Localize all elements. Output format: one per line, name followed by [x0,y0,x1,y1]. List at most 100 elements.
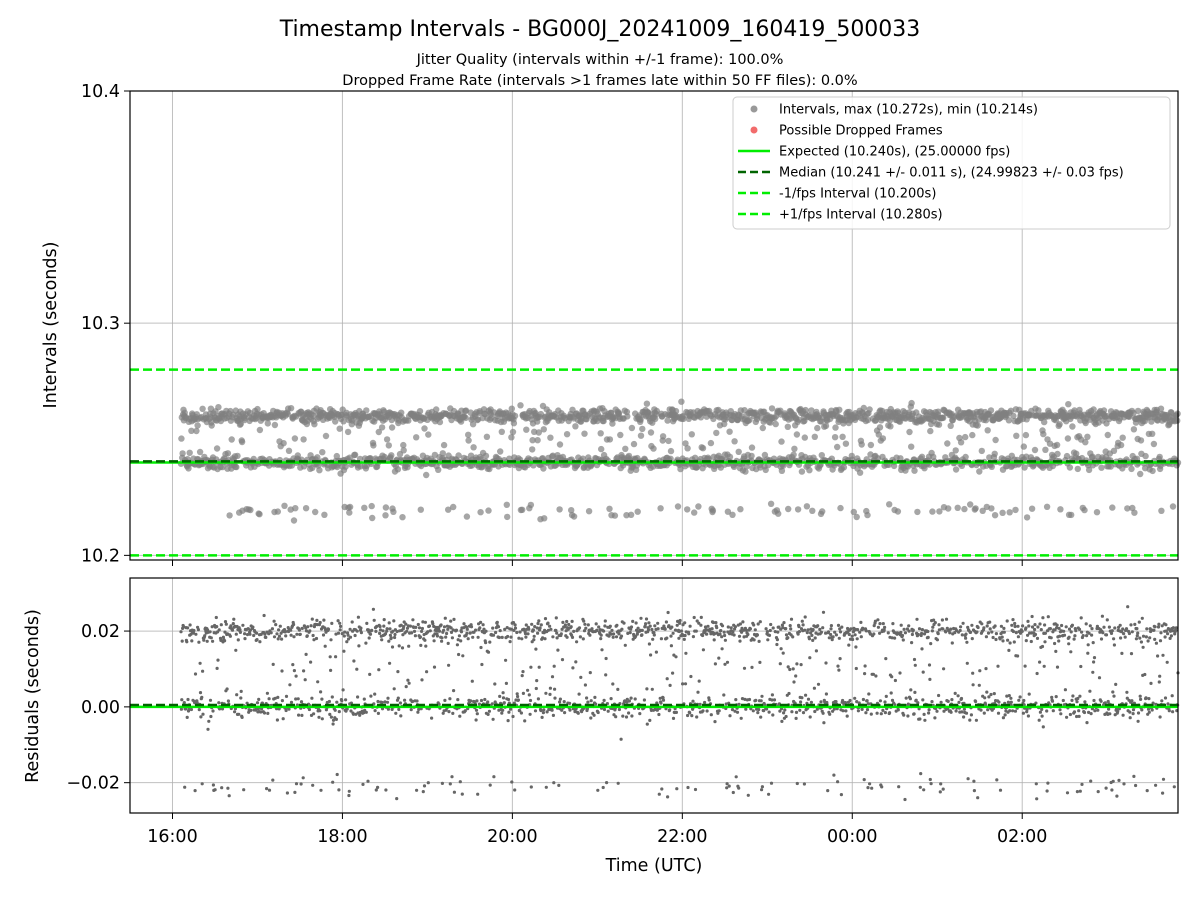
data-point [1153,637,1157,642]
data-point [411,618,415,622]
data-point [1134,783,1138,788]
data-point [531,628,536,632]
data-point [771,713,775,717]
data-point [575,640,579,644]
data-point [809,507,816,514]
data-point [1088,689,1092,693]
data-point [402,625,406,629]
data-point [671,716,676,721]
data-point [397,707,401,712]
data-point [944,617,949,621]
data-point [388,627,392,631]
data-point [311,633,315,638]
data-point [770,693,775,697]
data-point [1038,710,1042,714]
data-point [581,430,588,437]
data-point [1043,623,1047,627]
data-point [227,794,231,798]
data-point [929,782,933,786]
data-point [382,618,386,622]
data-point [399,714,403,718]
data-point [897,785,901,789]
data-point [226,512,233,519]
data-point [311,783,315,787]
data-point [330,621,334,626]
data-point [394,711,398,715]
data-point [681,682,685,686]
data-point [1035,636,1040,641]
data-point [695,715,699,719]
data-point [506,719,510,723]
data-point [775,642,779,647]
data-point [751,709,755,713]
data-point [839,793,844,797]
data-point [262,613,266,618]
data-point [300,436,307,443]
data-point [462,622,466,626]
data-point [521,691,526,696]
data-point [794,674,798,678]
data-point [1082,710,1087,715]
data-point [617,431,624,439]
data-point [944,440,951,447]
data-point [1011,618,1015,622]
data-point [234,452,241,460]
data-point [772,698,777,702]
data-point [395,797,399,801]
data-point [190,639,194,643]
data-point [470,444,477,451]
data-point [432,639,436,643]
data-point [1096,790,1100,794]
data-point [252,633,256,638]
data-point [256,426,264,434]
data-point [997,700,1001,704]
data-point [309,412,317,419]
data-point [966,777,970,781]
data-point [731,630,735,634]
data-point [488,640,492,644]
data-point [788,667,792,672]
data-point [351,451,359,458]
data-point [336,425,343,432]
data-point [588,671,592,675]
data-point [556,506,563,513]
data-point [982,711,986,715]
data-point [822,721,826,725]
data-point [554,616,558,620]
data-point [539,708,543,713]
data-point [876,618,880,622]
data-point [824,661,828,665]
data-point [347,789,351,793]
data-point [995,778,999,782]
data-point [804,693,808,697]
data-point [193,427,200,435]
data-point [1154,641,1158,645]
data-point [1012,640,1016,644]
data-point [737,634,742,638]
data-point [1136,719,1140,723]
data-point [1091,641,1095,645]
data-point [532,634,536,638]
data-point [821,626,825,630]
data-point [486,700,490,704]
data-point [874,674,878,678]
data-point [294,782,299,786]
data-point [1007,694,1011,698]
data-point [912,657,917,662]
data-point [999,624,1004,628]
data-point [337,710,341,714]
data-point [1146,639,1150,643]
data-point [1092,660,1096,664]
data-point [911,628,915,632]
data-point [375,428,382,436]
data-point [1002,626,1006,631]
data-point [1027,692,1031,696]
data-point [561,620,565,625]
data-point [476,635,480,639]
data-point [974,718,979,722]
data-point [760,788,764,792]
data-point [236,638,240,642]
data-point [241,623,245,627]
data-point [742,468,749,475]
data-point [939,700,943,704]
